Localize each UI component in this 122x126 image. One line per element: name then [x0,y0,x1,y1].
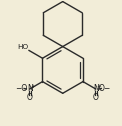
Text: N: N [93,84,99,93]
Text: N: N [27,84,33,93]
Text: O: O [27,93,33,102]
Text: −O: −O [15,84,27,93]
Text: +: + [97,84,101,89]
Text: HO: HO [17,44,28,50]
Text: +: + [30,84,35,89]
Text: O: O [93,93,99,102]
Text: O−: O− [98,84,111,93]
